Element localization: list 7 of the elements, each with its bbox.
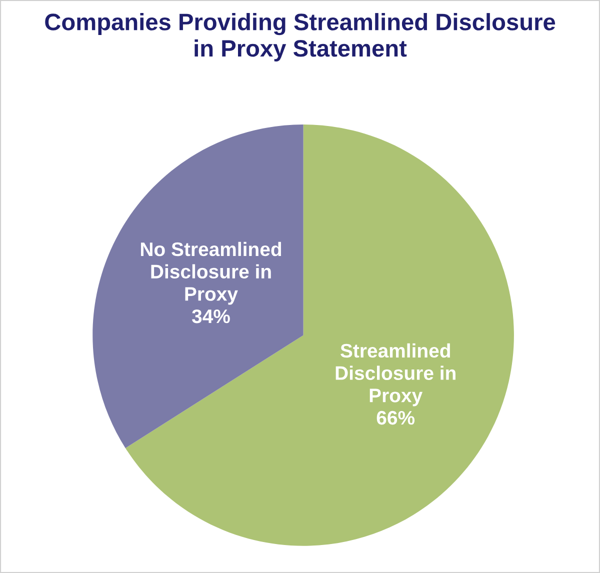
slice-label: Streamlined Disclosure in Proxy [336, 343, 456, 406]
data-label: 34% [192, 309, 230, 324]
pie-slice [92, 124, 304, 448]
chart-title: Companies Providing Streamlined Disclosure in Proxy Statement [45, 13, 556, 62]
pie-slice [125, 124, 514, 546]
slice-label: No Streamlined Disclosure in Proxy [140, 242, 282, 305]
data-label: 66% [376, 410, 415, 425]
